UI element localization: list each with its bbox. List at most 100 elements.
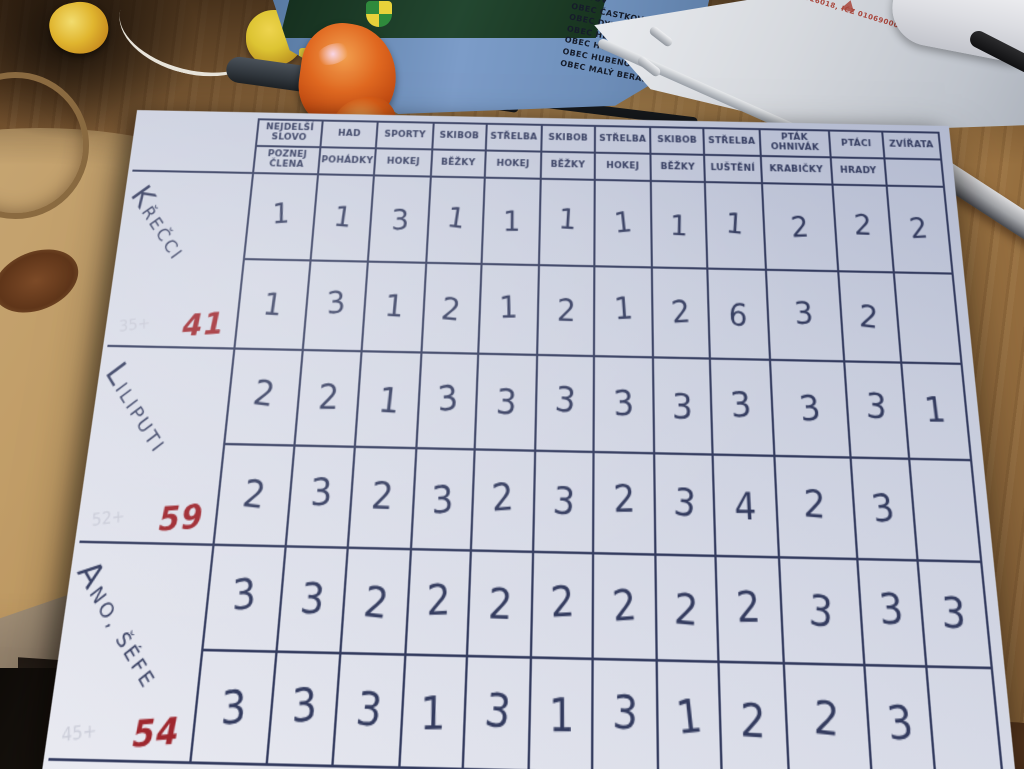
- team-label-cell: LILIPUTI 52+ 59: [79, 347, 234, 546]
- score-value: 3: [552, 379, 578, 423]
- score-cell: 2: [837, 271, 900, 365]
- header-cell: SKIBOB BĚŽKY: [429, 121, 486, 179]
- score-value: 2: [740, 693, 767, 750]
- score-cell: 3: [274, 547, 347, 655]
- header-cell: STŘELBA HOKEJ: [483, 122, 541, 180]
- subgame-name: POHÁDKY: [320, 154, 374, 166]
- pencil-note: 35+: [118, 314, 151, 337]
- score-value: 2: [669, 293, 693, 332]
- score-value: 3: [481, 682, 514, 741]
- subgame-name: HOKEJ: [496, 158, 530, 170]
- score-cell: 3: [460, 657, 530, 769]
- score-cell: 3: [409, 449, 474, 552]
- score-value: 2: [610, 580, 639, 633]
- score-value: 1: [922, 390, 949, 432]
- score-value: 3: [729, 384, 754, 427]
- score-value: 1: [557, 203, 578, 237]
- score-cell: 1: [360, 262, 426, 354]
- score-value: 2: [803, 482, 827, 529]
- score-cell: 3: [590, 660, 658, 769]
- subgame-name: BĚŽKY: [550, 159, 586, 171]
- score-value: 3: [297, 573, 328, 625]
- score-cell: 1: [476, 264, 539, 357]
- score-value: 2: [250, 373, 279, 416]
- score-value: 2: [316, 377, 341, 419]
- score-value: 2: [486, 579, 514, 631]
- score-value: 1: [669, 209, 688, 243]
- team-label-cell: KŘEČCI 35+ 41: [107, 171, 252, 351]
- score-cell: 2: [420, 263, 481, 356]
- score-value: 1: [612, 206, 634, 240]
- score-cell: 3: [849, 458, 917, 562]
- score-cell: 2: [212, 445, 294, 548]
- score-cell: 1: [480, 178, 540, 266]
- team-total: 41: [182, 306, 226, 345]
- score-value: 1: [725, 207, 745, 242]
- game-name: PTÁCI: [840, 138, 872, 149]
- score-value: 3: [325, 284, 346, 322]
- score-value: 3: [431, 478, 455, 524]
- game-name: PTÁK OHNIVÁK: [770, 132, 820, 153]
- game-name: HAD: [337, 128, 362, 139]
- score-cell: 1: [650, 181, 707, 270]
- game-name: SPORTY: [384, 129, 426, 140]
- header-cell: STŘELBA HOKEJ: [593, 124, 651, 182]
- team-name: LILIPUTI: [98, 356, 170, 459]
- score-cell: 2: [465, 551, 533, 660]
- score-value: 3: [390, 204, 410, 237]
- score-cell: 3: [188, 651, 275, 766]
- score-value: 6: [727, 296, 748, 335]
- score-cell: 3: [473, 355, 537, 452]
- score-cell: 2: [885, 186, 954, 275]
- game-name: SKIBOB: [548, 132, 589, 144]
- score-cell: 2: [591, 553, 656, 663]
- score-value: 3: [219, 680, 248, 737]
- score-cell: 2: [403, 549, 470, 658]
- score-value: 3: [869, 486, 899, 533]
- score-cell: 4: [711, 455, 778, 559]
- header-cell: NEJDELŠÍ SLOVO POZNEJ ČLENA: [251, 118, 322, 176]
- score-cell: 2: [654, 555, 718, 664]
- score-value: 2: [239, 472, 269, 519]
- score-value: 3: [807, 585, 834, 639]
- subgame-name: LUŠTĚNÍ: [710, 162, 756, 174]
- game-name: SKIBOB: [439, 130, 480, 142]
- score-cell: 3: [777, 558, 864, 667]
- corner-cell: [132, 115, 258, 174]
- team-name: KŘEČCI: [124, 180, 188, 265]
- box-emblem-icon: [366, 0, 393, 27]
- subgame-name: BĚŽKY: [440, 157, 476, 168]
- score-cell: 3: [200, 545, 285, 654]
- score-cell: 1: [655, 662, 721, 769]
- subgame-name: KRABIČKY: [769, 163, 824, 175]
- score-cell: 2: [346, 447, 416, 550]
- score-cell: 2: [782, 664, 871, 769]
- score-cell: 3: [415, 353, 477, 451]
- score-cell: 1: [592, 266, 653, 359]
- score-value: 1: [673, 688, 705, 746]
- score-cell: 3: [301, 261, 368, 353]
- score-value: 3: [672, 387, 694, 429]
- score-cell: 3: [331, 654, 404, 769]
- header-cell: SKIBOB BĚŽKY: [539, 123, 594, 181]
- score-cell: 3: [592, 357, 654, 455]
- score-value: 3: [612, 383, 636, 425]
- score-value: 2: [556, 292, 576, 330]
- header-cell: STŘELBA LUŠTĚNÍ: [702, 127, 761, 185]
- score-cell: 2: [223, 350, 302, 447]
- subgame-name: HOKEJ: [606, 160, 640, 172]
- score-value: 2: [673, 583, 700, 637]
- score-value: 2: [360, 576, 392, 630]
- game-name: SKIBOB: [657, 134, 698, 146]
- game-name: STŘELBA: [708, 135, 756, 147]
- score-cell: 3: [652, 358, 712, 456]
- score-value: 1: [419, 686, 447, 742]
- score-value: 3: [494, 382, 518, 424]
- team-name: ANO, ŠÉFE: [69, 553, 161, 695]
- score-value: 1: [383, 287, 406, 326]
- score-value: 2: [426, 575, 451, 627]
- score-value: 4: [733, 485, 758, 530]
- score-cell: 3: [265, 653, 340, 768]
- score-cell: 3: [764, 270, 844, 363]
